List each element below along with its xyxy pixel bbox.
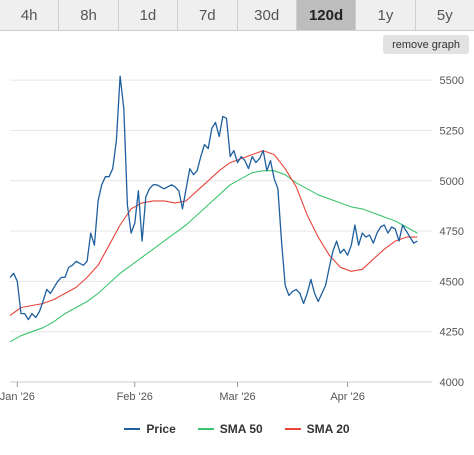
series-line-sma-50 [9, 170, 418, 343]
legend-swatch [284, 428, 301, 430]
legend-swatch [197, 428, 214, 430]
y-tick-label: 5250 [440, 125, 464, 137]
tab-4h[interactable]: 4h [0, 0, 60, 30]
legend-label: SMA 20 [306, 422, 350, 436]
timeframe-tabs: 4h 8h 1d 7d 30d 120d 1y 5y [0, 0, 474, 31]
y-tick-label: 5500 [440, 75, 464, 87]
legend-item-sma-20[interactable]: SMA 20 [284, 420, 350, 438]
tab-1y[interactable]: 1y [356, 0, 416, 30]
legend-label: SMA 50 [219, 422, 263, 436]
tab-120d[interactable]: 120d [296, 0, 357, 30]
legend-item-sma-50[interactable]: SMA 50 [197, 420, 263, 438]
x-tick-label: Mar '26 [219, 391, 255, 403]
tab-1d[interactable]: 1d [119, 0, 179, 30]
y-tick-label: 4500 [440, 276, 464, 288]
series-line-price [9, 75, 418, 321]
tab-8h[interactable]: 8h [59, 0, 119, 30]
legend: Price SMA 50 SMA 20 [0, 420, 474, 438]
axes: 4000 4250 4500 4750 5000 5250 5500 Jan '26 Feb '… [0, 75, 464, 403]
tab-30d[interactable]: 30d [238, 0, 297, 30]
y-tick-label: 5000 [440, 176, 464, 188]
x-tick-label: Jan '26 [0, 391, 35, 403]
x-tick-label: Feb '26 [117, 391, 153, 403]
y-tick-label: 4750 [440, 226, 464, 238]
legend-label: Price [146, 422, 176, 436]
series-layer [9, 75, 418, 343]
legend-item-price[interactable]: Price [124, 420, 176, 438]
remove-graph-button[interactable]: remove graph [383, 35, 469, 54]
x-tick-label: Apr '26 [330, 391, 365, 403]
tab-5y[interactable]: 5y [436, 6, 453, 24]
legend-swatch [124, 428, 141, 430]
y-tick-label: 4000 [440, 377, 464, 389]
y-tick-label: 4250 [440, 327, 464, 339]
series-line-sma-20 [9, 150, 418, 317]
tab-7d[interactable]: 7d [178, 0, 238, 30]
